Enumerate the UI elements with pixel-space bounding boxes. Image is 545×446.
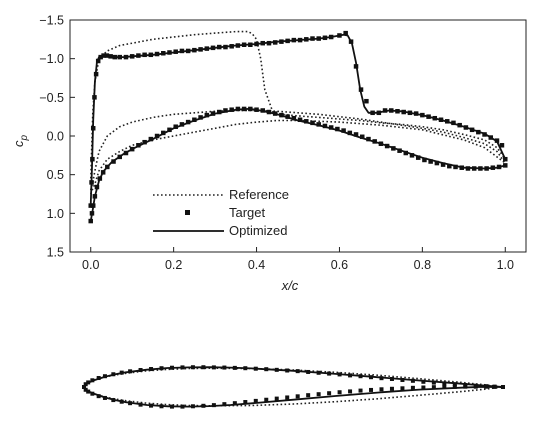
target-point: [353, 132, 359, 137]
x-tick-label: 0.8: [414, 258, 431, 272]
target-point: [232, 401, 237, 406]
legend-swatch-target: [185, 210, 190, 215]
target-point: [316, 392, 321, 397]
reference-line: [83, 386, 504, 407]
y-tick-label: 0.5: [47, 168, 64, 182]
target-point: [358, 388, 363, 393]
target-point: [253, 398, 258, 403]
target-point: [452, 382, 457, 387]
x-tick-label: 1.0: [497, 258, 514, 272]
target-point: [304, 119, 309, 124]
y-tick-label: −0.5: [39, 91, 64, 105]
target-point: [223, 108, 228, 113]
optimized-line: [83, 385, 504, 408]
target-point: [431, 380, 436, 385]
x-axis-label: x/c: [281, 278, 299, 293]
y-tick-label: 1.5: [47, 246, 64, 260]
target-point: [440, 162, 446, 167]
reference-line: [89, 119, 506, 195]
target-point: [148, 136, 154, 142]
series-optimized: [83, 366, 504, 408]
reference-line: [89, 109, 506, 191]
target-point: [442, 385, 447, 389]
y-axis-label: cp: [11, 135, 30, 148]
y-tick-label: −1.5: [39, 14, 64, 28]
legend-label-target: Target: [229, 205, 266, 220]
reference-line: [89, 30, 506, 183]
y-axis-label-main: c: [11, 140, 26, 147]
target-point: [243, 400, 248, 405]
target-point: [415, 155, 421, 160]
target-point: [328, 125, 334, 130]
target-point: [337, 390, 342, 395]
target-point: [327, 391, 332, 396]
target-point: [310, 120, 315, 126]
target-point: [409, 153, 415, 158]
target-point: [453, 164, 458, 170]
target-point: [400, 386, 405, 391]
x-tick-label: 0.6: [331, 258, 348, 272]
series-layer: [88, 30, 508, 224]
target-point: [434, 160, 440, 166]
target-point: [422, 157, 427, 163]
target-point: [297, 117, 303, 123]
x-tick-label: 0.2: [165, 258, 182, 272]
optimized-line: [89, 108, 506, 222]
target-point: [306, 393, 311, 398]
target-point: [431, 385, 436, 390]
series-optimized: [89, 33, 507, 222]
target-point: [335, 126, 340, 132]
target-point: [198, 115, 203, 120]
y-axis-ticks: −1.5 −1.0 −0.5 0.0 0.5 1.0 1.5: [39, 14, 75, 260]
legend-label-reference: Reference: [229, 187, 289, 202]
target-point: [291, 115, 297, 121]
target-point: [222, 402, 227, 407]
y-tick-label: 0.0: [47, 130, 64, 144]
y-tick-label: −1.0: [39, 52, 64, 66]
optimized-line: [89, 33, 507, 206]
airfoil-shape-plot: [82, 365, 505, 409]
target-point: [369, 387, 374, 392]
target-point: [421, 385, 426, 390]
target-point: [341, 128, 346, 133]
target-point: [442, 381, 447, 386]
legend: Reference Target Optimized: [153, 187, 289, 238]
x-axis-ticks: 0.0 0.2 0.4 0.6 0.8 1.0: [82, 247, 514, 272]
target-point: [348, 389, 353, 394]
x-tick-label: 0.4: [248, 258, 265, 272]
x-tick-label: 0.0: [82, 258, 99, 272]
target-point: [499, 143, 505, 148]
target-point: [428, 159, 433, 164]
svg-text:cp: cp: [11, 135, 30, 148]
target-point: [204, 112, 210, 118]
y-axis-label-subscript: p: [19, 135, 30, 142]
target-point: [360, 134, 365, 140]
target-point: [410, 385, 415, 390]
target-point: [274, 396, 279, 401]
optimized-line: [83, 366, 504, 388]
target-point: [364, 98, 369, 104]
target-point: [285, 395, 290, 400]
target-point: [264, 397, 269, 402]
legend-label-optimized: Optimized: [229, 223, 288, 238]
target-point: [447, 163, 452, 169]
target-point: [347, 130, 353, 136]
y-tick-label: 1.0: [47, 207, 64, 221]
target-point: [379, 387, 384, 392]
series-target: [88, 30, 508, 224]
target-point: [295, 394, 300, 399]
target-point: [452, 384, 457, 389]
pressure-coefficient-plot: 0.0 0.2 0.4 0.6 0.8 1.0 −1.5 −1.0 −0.5 0.0 0.5 1.0…: [11, 14, 527, 293]
target-point: [343, 30, 348, 36]
target-point: [389, 386, 394, 391]
target-point: [421, 379, 426, 384]
